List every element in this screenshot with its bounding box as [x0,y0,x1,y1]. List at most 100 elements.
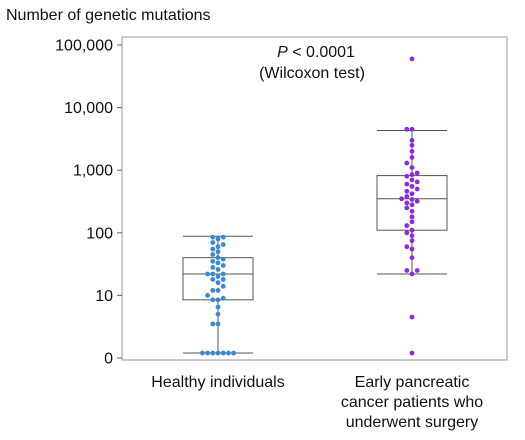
data-point [220,350,226,356]
data-point [215,280,221,286]
data-point [205,293,211,298]
x-category-label: Early pancreatic [355,374,470,391]
data-point [220,256,226,262]
data-point [200,350,205,356]
y-tick-label: 1,000 [73,163,113,180]
data-point [404,268,410,273]
data-point [215,304,221,310]
data-point [210,240,216,245]
data-point [404,126,410,132]
test-annotation: (Wilcoxon test) [259,65,365,82]
data-point [409,314,415,320]
data-point [409,246,415,252]
data-point [414,170,420,176]
data-point [210,277,216,282]
data-point [231,350,237,356]
data-point [220,263,226,268]
x-category-label: Healthy individuals [151,374,284,391]
data-point [220,242,226,247]
y-axis-ticks: 0 10 100 1,000 10,000 100,000 [55,38,122,368]
data-point [409,184,415,189]
data-point [414,268,420,273]
y-axis-title: Number of genetic mutations [6,7,211,24]
data-point [210,321,216,327]
data-point [409,214,415,220]
p-value-annotation: P < 0.0001 [277,44,355,61]
data-point [409,255,415,261]
data-point [409,126,415,132]
data-point [409,219,415,225]
data-point [409,202,415,208]
data-point [409,233,415,239]
data-point [215,244,221,250]
data-point [215,274,221,279]
data-point [414,186,420,192]
data-point [409,197,415,202]
data-point [409,208,415,214]
data-point [210,271,216,277]
data-point [215,311,221,317]
data-point [409,172,415,178]
data-point [226,350,231,356]
y-tick-label: 0 [104,351,113,368]
data-point [210,234,216,240]
data-point [220,234,226,240]
data-point [210,258,216,264]
data-point [210,288,216,293]
data-point [215,350,221,356]
data-point [210,350,216,356]
data-point [215,288,221,293]
data-point [210,265,216,270]
data-point [404,200,410,206]
x-category-label: underwent surgery [346,414,479,431]
data-point [404,181,410,187]
data-point [414,198,420,204]
data-point [215,260,221,266]
data-point [399,196,404,202]
data-point [205,271,211,277]
data-point [205,350,211,356]
data-point [215,297,221,303]
data-points [200,56,420,356]
data-point [409,227,415,233]
y-tick-label: 100 [86,225,113,242]
data-point [210,252,216,257]
x-category-label: cancer patients who [341,394,483,411]
data-point [220,295,226,301]
data-point [404,244,410,250]
data-point [210,297,216,303]
y-tick-label: 10,000 [64,100,113,117]
data-point [215,321,221,327]
data-point [404,194,410,199]
y-tick-label: 100,000 [55,38,113,55]
data-point [215,267,221,272]
data-point [404,173,410,179]
y-tick-label: 10 [95,288,113,305]
data-point [409,165,415,171]
data-point [414,179,420,185]
data-point [215,249,221,255]
data-point [404,230,410,236]
data-point [409,191,415,197]
data-point [210,246,216,252]
data-point [409,177,415,183]
data-point [404,205,410,211]
data-point [409,56,415,62]
data-point [215,255,221,261]
data-point [409,148,415,154]
data-point [404,160,410,166]
data-point [220,277,226,282]
plot-area [121,36,508,361]
data-point [409,271,415,277]
data-point [215,236,221,242]
x-axis-labels: Healthy individuals Early pancreatic cance… [151,374,483,431]
data-point [409,238,415,244]
data-point [404,188,410,194]
data-point [409,350,415,356]
data-point [409,137,415,143]
data-point [220,271,226,277]
data-point [409,155,415,160]
data-point [220,283,226,289]
data-point [409,142,415,148]
